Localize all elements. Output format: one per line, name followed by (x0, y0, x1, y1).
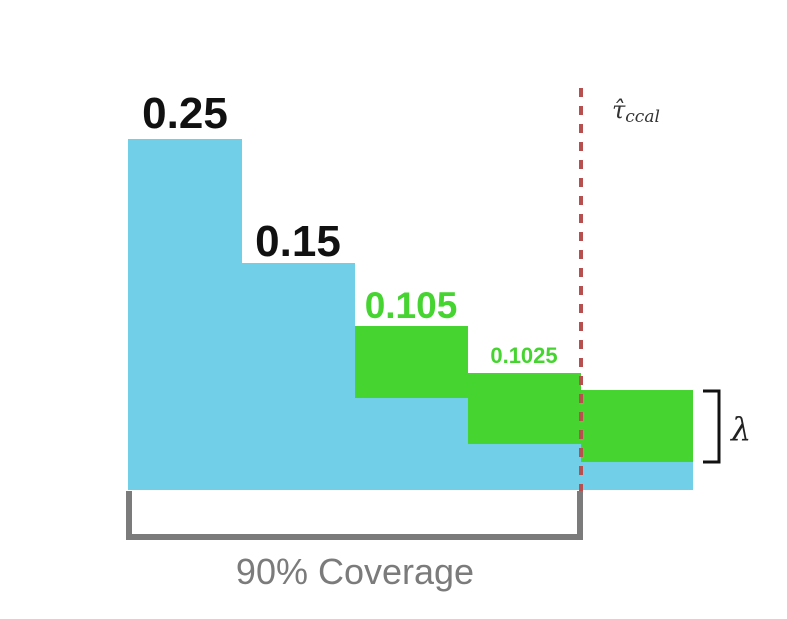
step-label-3: 0.105 (365, 285, 458, 326)
green-band-1 (355, 326, 468, 398)
blue-step-2 (242, 263, 355, 490)
step-label-1: 0.25 (142, 89, 228, 138)
green-region (355, 326, 693, 462)
threshold-label: τ̂ccal (612, 96, 660, 127)
step-label-2: 0.15 (255, 217, 341, 266)
lambda-label: λ (729, 410, 751, 448)
threshold-symbol: τ̂ (612, 96, 626, 124)
lambda-bracket (703, 389, 721, 464)
green-band-3 (581, 390, 693, 462)
step-label-4: 0.1025 (490, 343, 557, 368)
threshold-subscript: ccal (625, 107, 660, 127)
coverage-label: 90% Coverage (236, 551, 474, 592)
green-band-2 (468, 373, 581, 444)
blue-step-1 (128, 139, 242, 490)
coverage-bracket (126, 491, 583, 540)
